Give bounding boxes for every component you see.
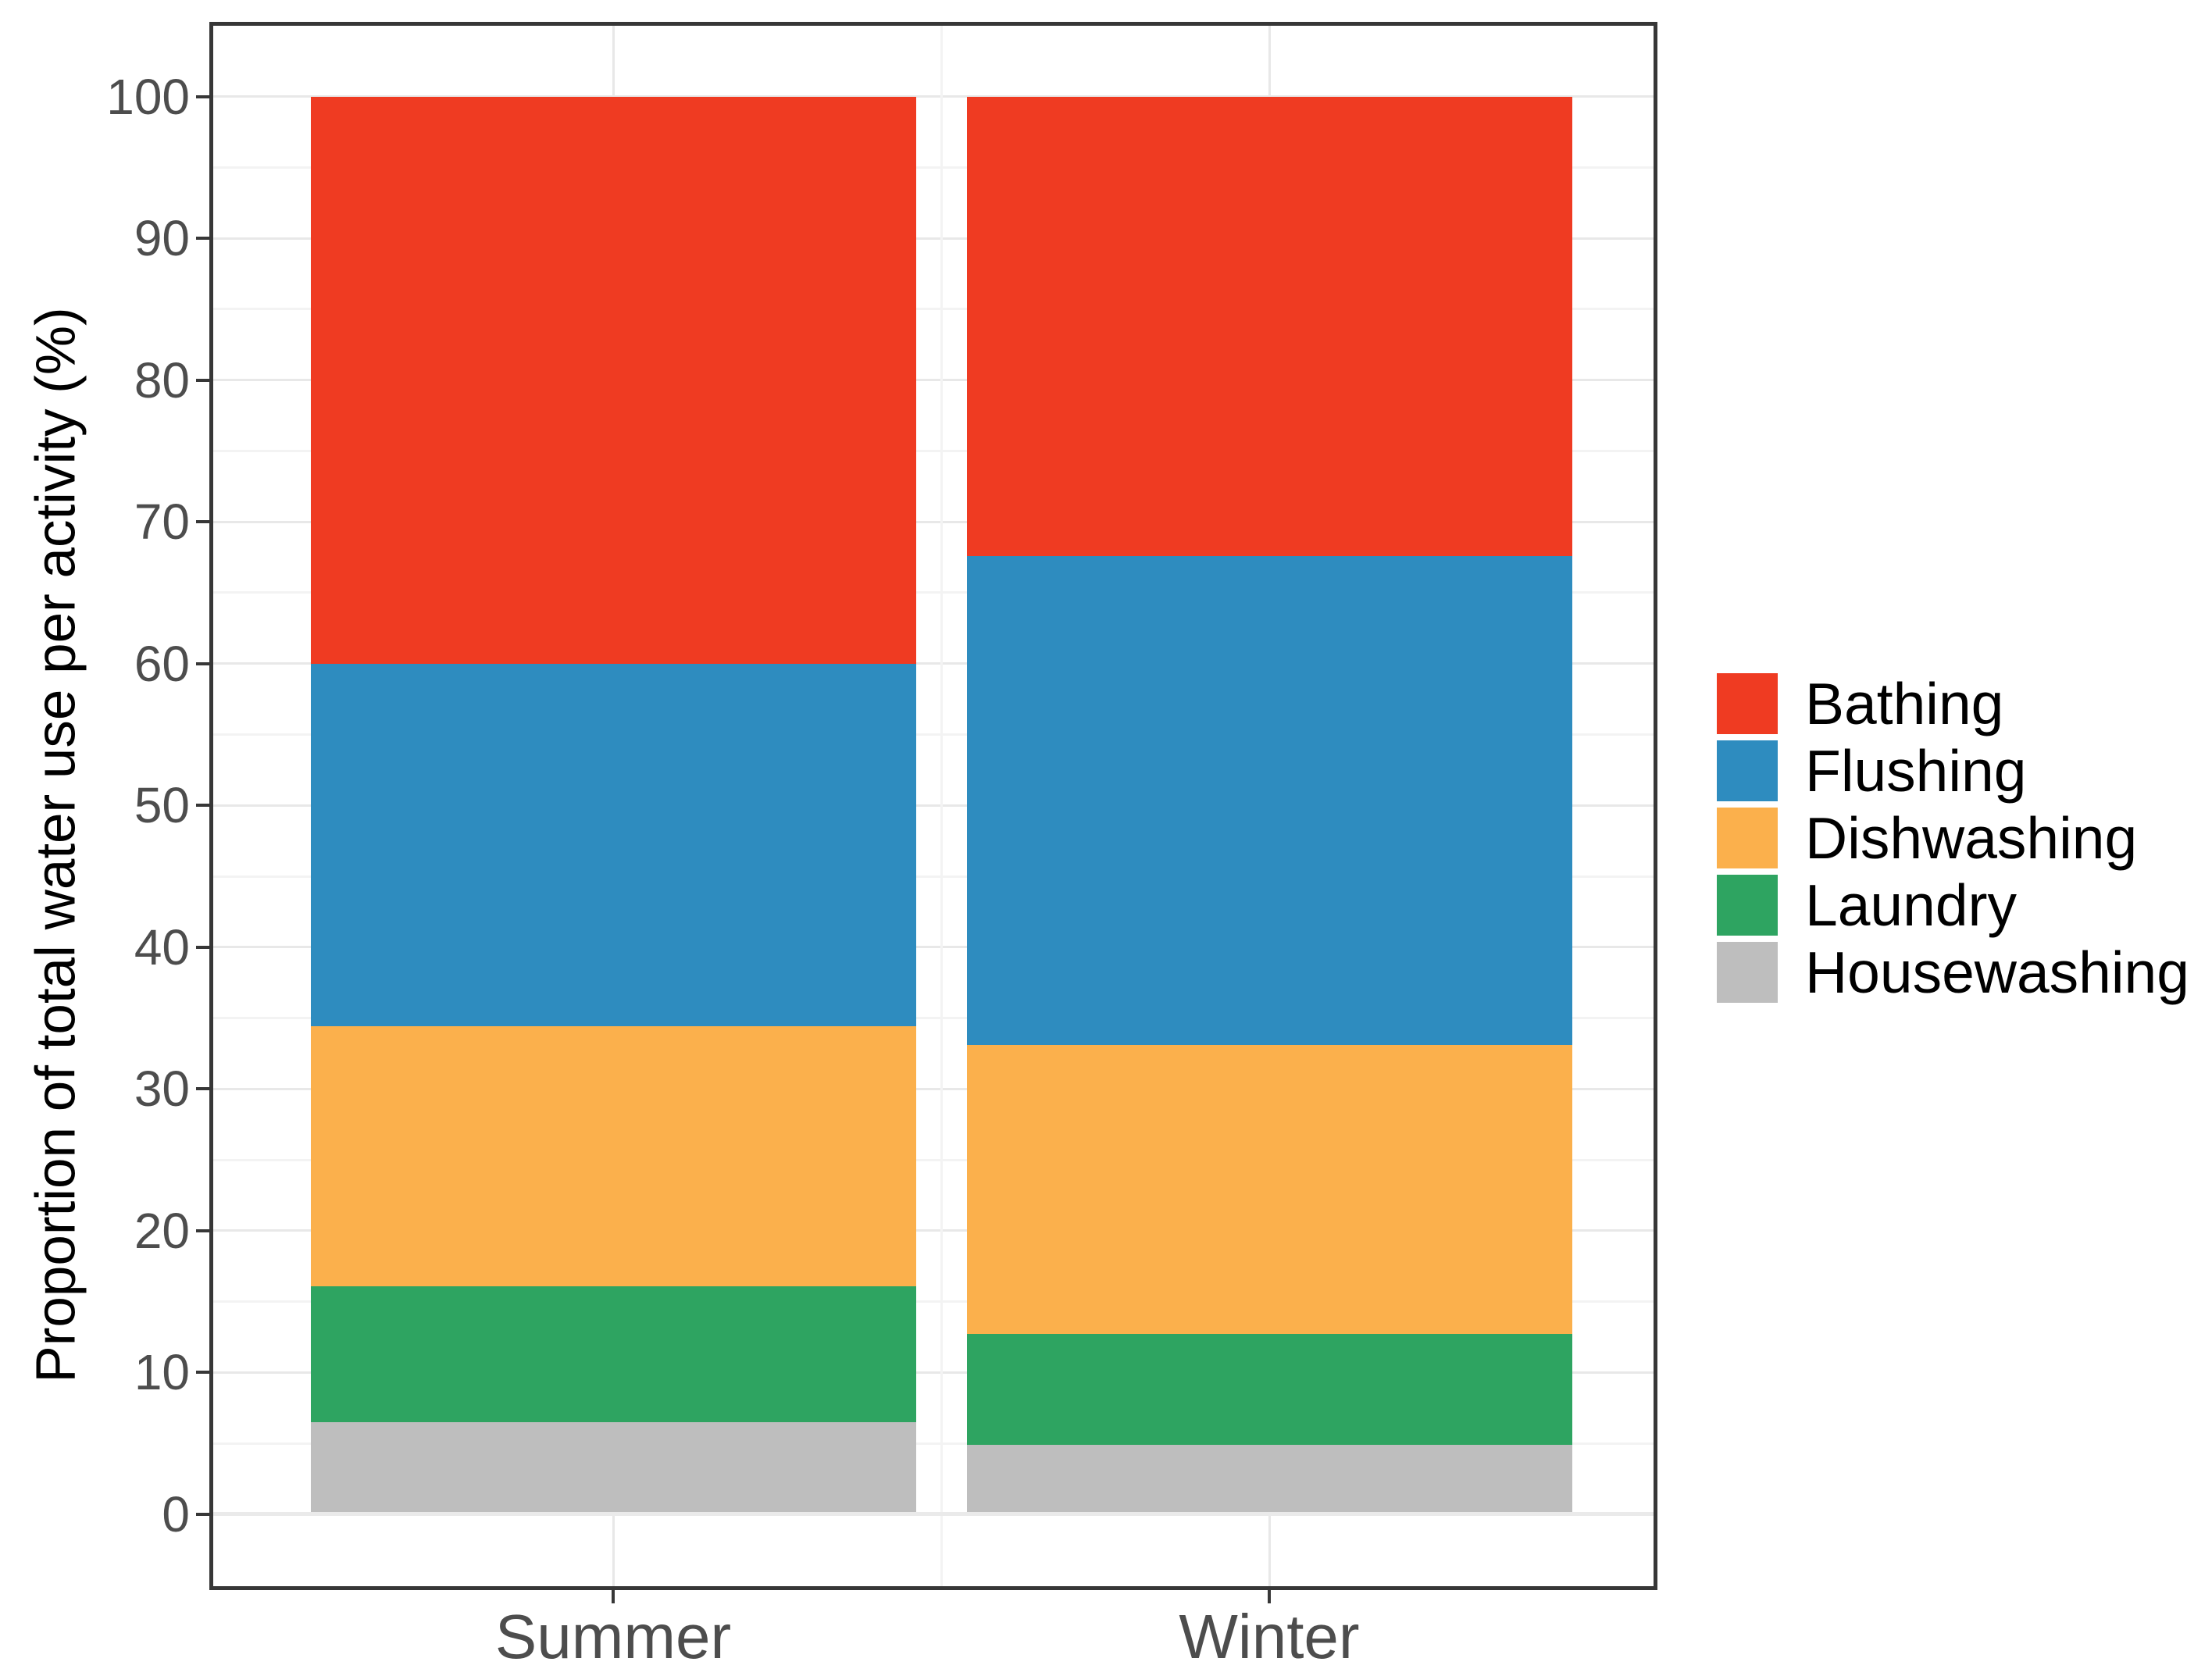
y-tick-mark-0	[196, 1513, 213, 1516]
legend-swatch-dishwashing	[1717, 808, 1778, 868]
legend-item-laundry: Laundry	[1717, 875, 2189, 936]
gridline-minor-y-15	[213, 1300, 1654, 1303]
gridline-minor-x-mid	[940, 26, 943, 1586]
y-tick-label-50: 50	[134, 777, 190, 834]
legend-item-bathing: Bathing	[1717, 673, 2189, 734]
bar-segment-bathing-winter	[967, 97, 1572, 556]
y-tick-label-30: 30	[134, 1061, 190, 1118]
legend-label: Laundry	[1805, 872, 2018, 938]
x-tick-mark-winter	[1268, 1586, 1271, 1603]
bar-segment-laundry-winter	[967, 1334, 1572, 1445]
legend-swatch-housewashing	[1717, 942, 1778, 1003]
y-tick-label-70: 70	[134, 494, 190, 551]
y-tick-label-20: 20	[134, 1202, 190, 1259]
zero-gridline-overlay	[213, 1512, 1654, 1516]
y-tick-label-100: 100	[106, 68, 190, 125]
y-tick-mark-100	[196, 94, 213, 98]
gridline-minor-y-85	[213, 308, 1654, 311]
legend-label: Bathing	[1805, 671, 2004, 736]
y-tick-label-10: 10	[134, 1344, 190, 1401]
y-tick-label-0: 0	[162, 1486, 190, 1542]
gridline-major-y-30	[213, 1087, 1654, 1090]
bar-segment-flushing-winter	[967, 556, 1572, 1045]
legend-label: Flushing	[1805, 738, 2027, 804]
bar-segment-laundry-summer	[311, 1286, 916, 1422]
y-tick-label-90: 90	[134, 210, 190, 267]
bar-segment-flushing-summer	[311, 664, 916, 1026]
gridline-minor-y-65	[213, 591, 1654, 594]
plot-panel	[209, 22, 1657, 1590]
y-tick-label-60: 60	[134, 635, 190, 692]
bar-segment-bathing-summer	[311, 97, 916, 664]
y-tick-mark-60	[196, 661, 213, 665]
gridline-major-y-20	[213, 1229, 1654, 1232]
legend-swatch-bathing	[1717, 673, 1778, 734]
gridline-major-y-60	[213, 662, 1654, 665]
legend-item-dishwashing: Dishwashing	[1717, 808, 2189, 868]
y-tick-mark-80	[196, 378, 213, 382]
bar-segment-dishwashing-summer	[311, 1026, 916, 1286]
x-tick-label-winter: Winter	[1179, 1602, 1360, 1671]
gridline-minor-y-25	[213, 1158, 1654, 1161]
legend-label: Housewashing	[1805, 940, 2189, 1005]
y-tick-mark-20	[196, 1228, 213, 1232]
gridline-major-y-80	[213, 379, 1654, 382]
y-tick-label-80: 80	[134, 351, 190, 408]
y-tick-label-40: 40	[134, 918, 190, 975]
gridlines	[213, 26, 1654, 1586]
gridline-major-y-50	[213, 804, 1654, 807]
bars	[213, 26, 1654, 1586]
legend-item-flushing: Flushing	[1717, 740, 2189, 801]
legend-item-housewashing: Housewashing	[1717, 942, 2189, 1003]
y-tick-mark-70	[196, 520, 213, 524]
gridline-minor-y-95	[213, 166, 1654, 169]
y-tick-mark-90	[196, 237, 213, 241]
gridline-minor-y-5	[213, 1442, 1654, 1445]
x-tick-mark-summer	[612, 1586, 615, 1603]
y-tick-mark-10	[196, 1371, 213, 1375]
gridline-major-y-100	[213, 95, 1654, 98]
legend-label: Dishwashing	[1805, 805, 2138, 871]
gridline-minor-y-55	[213, 733, 1654, 736]
y-tick-mark-30	[196, 1087, 213, 1091]
legend: Bathing Flushing Dishwashing Laundry Housewa…	[1717, 673, 2189, 1003]
gridline-minor-y-45	[213, 875, 1654, 878]
bar-segment-dishwashing-winter	[967, 1045, 1572, 1334]
y-tick-mark-50	[196, 804, 213, 808]
gridline-minor-y-35	[213, 1017, 1654, 1020]
bar-segment-housewashing-summer	[311, 1422, 916, 1514]
gridline-major-y-90	[213, 237, 1654, 240]
y-tick-mark-40	[196, 945, 213, 949]
gridline-major-y-10	[213, 1371, 1654, 1374]
legend-swatch-laundry	[1717, 875, 1778, 936]
bar-segment-housewashing-winter	[967, 1445, 1572, 1514]
x-tick-label-summer: Summer	[494, 1602, 732, 1671]
legend-swatch-flushing	[1717, 740, 1778, 801]
gridline-major-y-70	[213, 520, 1654, 523]
gridline-minor-y-75	[213, 449, 1654, 452]
gridline-major-y-40	[213, 946, 1654, 949]
